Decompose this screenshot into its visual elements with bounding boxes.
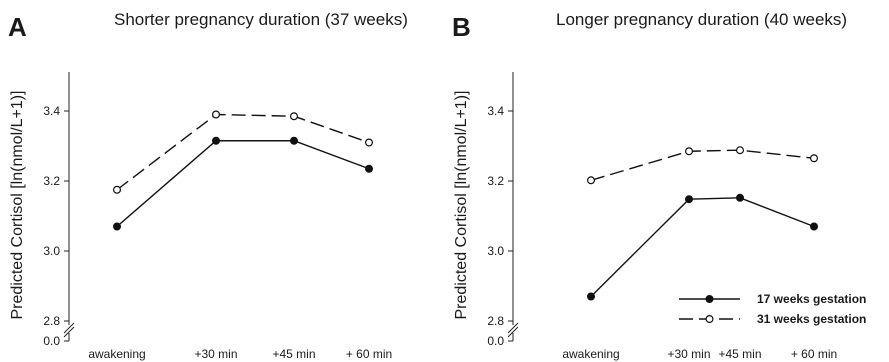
chart-title: Shorter pregnancy duration (37 weeks) <box>114 10 408 29</box>
y-tick-label: 3.2 <box>487 174 504 188</box>
series-line-1 <box>590 197 815 297</box>
data-point <box>290 112 299 121</box>
series-line-2 <box>116 113 370 191</box>
panel-letter: A <box>8 12 27 42</box>
data-point <box>365 164 374 173</box>
data-point <box>735 146 744 155</box>
data-point <box>809 154 818 163</box>
x-tick-label: awakening <box>562 347 619 361</box>
y-tick-label: 3.4 <box>43 104 60 118</box>
legend: 17 weeks gestation 31 weeks gestation <box>679 292 866 326</box>
y-axis-label: Predicted Cortisol [ln(nmol/L+1)] <box>9 91 26 320</box>
y-tick-label: 3.2 <box>43 174 60 188</box>
data-point <box>112 185 121 194</box>
data-point <box>586 292 595 301</box>
legend-label: 17 weeks gestation <box>757 292 866 306</box>
data-point <box>684 195 693 204</box>
panel-letter: B <box>452 12 471 42</box>
x-tick-label: + 60 min <box>791 347 837 361</box>
x-tick-label: +30 min <box>667 347 710 361</box>
axis-break-mark <box>507 322 519 334</box>
data-point <box>735 193 744 202</box>
y-tick-label: 2.8 <box>43 314 60 328</box>
axis-break-mark <box>63 326 75 338</box>
legend-marker <box>705 315 714 324</box>
x-tick-label: +45 min <box>718 347 761 361</box>
legend-label: 31 weeks gestation <box>757 312 866 326</box>
data-point <box>290 136 299 145</box>
x-tick-label: +30 min <box>194 347 237 361</box>
legend-marker <box>705 295 714 304</box>
x-tick-label: + 60 min <box>346 347 392 361</box>
x-tick-label: +45 min <box>272 347 315 361</box>
x-tick-label: awakening <box>88 347 145 361</box>
y-tick-label: 0.0 <box>43 334 60 348</box>
y-tick-label: 3.0 <box>43 244 60 258</box>
series-line-1 <box>116 140 370 228</box>
axis-break-mark <box>63 322 75 334</box>
y-tick-label: 3.4 <box>487 104 504 118</box>
axis-break-mark <box>507 326 519 338</box>
y-tick-label: 0.0 <box>487 334 504 348</box>
data-point <box>809 222 818 231</box>
data-point <box>365 138 374 147</box>
y-tick-label: 2.8 <box>487 314 504 328</box>
y-tick-label: 3.0 <box>487 244 504 258</box>
panel-b: B Longer pregnancy duration (40 weeks) Pre… <box>452 10 866 361</box>
data-point <box>212 136 221 145</box>
series-line-2 <box>590 149 815 181</box>
data-point <box>684 147 693 156</box>
chart-title: Longer pregnancy duration (40 weeks) <box>556 10 847 29</box>
panel-a: A Shorter pregnancy duration (37 weeks) Pr… <box>8 10 408 361</box>
data-point <box>586 176 595 185</box>
y-axis-label: Predicted Cortisol [ln(nmol/L+1)] <box>453 91 470 320</box>
data-point <box>112 222 121 231</box>
data-point <box>212 110 221 119</box>
